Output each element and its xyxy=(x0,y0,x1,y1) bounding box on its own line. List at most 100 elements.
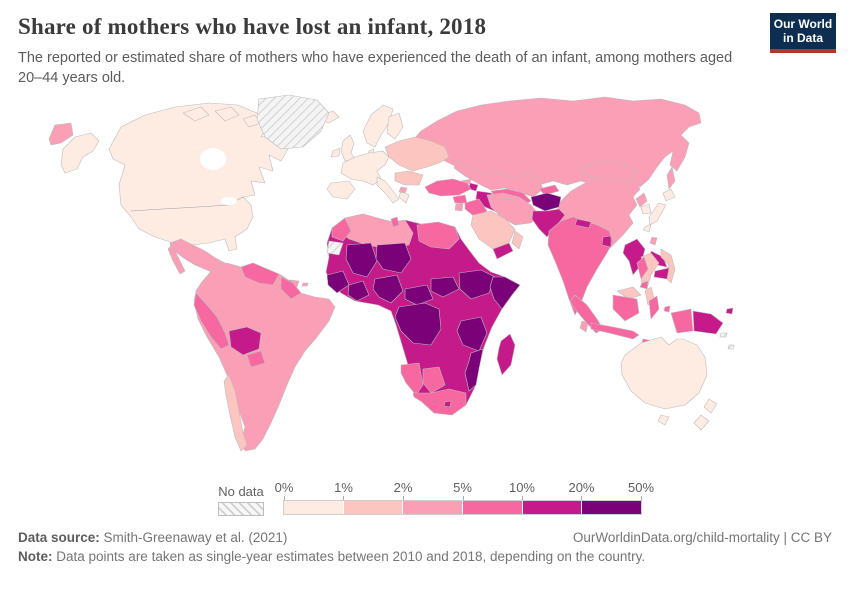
country-png-islands[interactable] xyxy=(725,307,734,314)
country-guyana-suriname[interactable] xyxy=(280,276,302,299)
country-new-zealand-south[interactable] xyxy=(693,414,710,430)
country-italy[interactable] xyxy=(376,176,400,203)
country-spain-portugal[interactable] xyxy=(326,180,356,199)
country-australia[interactable] xyxy=(620,336,708,409)
country-bolivia[interactable] xyxy=(228,326,262,355)
country-oman[interactable] xyxy=(511,230,524,249)
country-somalia[interactable] xyxy=(489,276,521,309)
tick-mark xyxy=(521,495,523,501)
country-yemen[interactable] xyxy=(492,242,514,259)
country-papua-new-guinea[interactable] xyxy=(692,310,724,334)
country-turkey[interactable] xyxy=(424,178,472,196)
country-indonesia-sulawesi[interactable] xyxy=(648,295,660,319)
legend-color-bar xyxy=(283,499,642,515)
country-greece[interactable] xyxy=(398,190,410,203)
country-dr-congo[interactable] xyxy=(394,302,442,345)
tick-mark xyxy=(462,495,464,501)
country-madagascar[interactable] xyxy=(496,333,516,375)
pacific-islands-nodata[interactable] xyxy=(719,332,728,337)
country-greenland[interactable] xyxy=(256,94,330,149)
legend-bin-1[interactable] xyxy=(343,500,404,514)
country-japan-honshu[interactable] xyxy=(648,202,667,225)
country-western-sahara[interactable] xyxy=(326,240,344,255)
country-paraguay[interactable] xyxy=(246,350,266,367)
country-ireland[interactable] xyxy=(330,147,341,157)
country-lesotho[interactable] xyxy=(443,400,452,407)
country-australia-tasmania[interactable] xyxy=(657,414,670,425)
country-tunisia[interactable] xyxy=(390,216,400,227)
country-bangladesh[interactable] xyxy=(601,235,612,247)
country-morocco[interactable] xyxy=(331,217,352,241)
chart-footer: Data source: Smith-Greenaway et al. (202… xyxy=(0,528,850,567)
country-malaysia-borneo[interactable] xyxy=(616,286,642,299)
country-mali[interactable] xyxy=(345,242,378,277)
country-mongolia[interactable] xyxy=(580,160,638,181)
country-venezuela[interactable] xyxy=(240,262,280,285)
owid-url[interactable]: OurWorldinData.org/child-mortality | CC … xyxy=(572,529,832,545)
country-kyrgyzstan[interactable] xyxy=(538,184,560,195)
country-central-african-republic[interactable] xyxy=(404,284,434,305)
country-new-zealand-north[interactable] xyxy=(703,398,718,413)
country-nepal[interactable] xyxy=(574,218,592,228)
country-cote-divoire[interactable] xyxy=(347,280,370,301)
country-niger[interactable] xyxy=(375,242,412,273)
country-chile[interactable] xyxy=(223,374,248,451)
country-canada-arctic-islands-2[interactable] xyxy=(214,106,240,121)
tick-label-5: 20% xyxy=(568,479,595,495)
legend-bin-2[interactable] xyxy=(403,500,464,514)
country-russia[interactable] xyxy=(408,96,702,187)
country-japan-hokkaido[interactable] xyxy=(662,188,676,201)
country-japan-kyushu[interactable] xyxy=(642,223,652,232)
note-label: Note: xyxy=(18,549,53,565)
legend-bin-5[interactable] xyxy=(582,500,642,514)
country-puerto-rico[interactable] xyxy=(301,282,309,286)
country-peru[interactable] xyxy=(193,292,230,349)
country-indonesia-java[interactable] xyxy=(590,322,640,339)
pacific-islands-nodata-2[interactable] xyxy=(727,344,735,349)
country-albania[interactable] xyxy=(398,186,408,193)
country-russia-chukotka[interactable] xyxy=(48,122,74,145)
country-indonesia-kalimantan[interactable] xyxy=(612,294,640,321)
legend-bin-0[interactable] xyxy=(284,500,344,514)
legend-no-data: No data xyxy=(218,484,264,516)
country-taiwan[interactable] xyxy=(649,236,658,245)
country-west-europe[interactable] xyxy=(340,150,390,185)
country-mozambique-malawi[interactable] xyxy=(464,348,484,391)
country-canada-arctic-islands[interactable] xyxy=(182,106,210,121)
legend-tick-labels: 0% 1% 2% 5% 10% 20% 50% xyxy=(275,479,654,496)
country-balkans-romania[interactable] xyxy=(394,170,424,185)
country-botswana[interactable] xyxy=(422,366,446,393)
country-afghanistan[interactable] xyxy=(530,192,562,211)
owid-logo: Our World in Data xyxy=(770,13,836,53)
legend-bin-3[interactable] xyxy=(463,500,523,514)
country-jordan-israel[interactable] xyxy=(454,202,464,211)
country-indonesia-moluccas[interactable] xyxy=(663,305,671,312)
country-finland[interactable] xyxy=(386,112,404,139)
world-choropleth-map[interactable] xyxy=(33,93,813,478)
country-mexico-baja[interactable] xyxy=(167,244,186,274)
country-philippines-luzon[interactable] xyxy=(636,256,649,279)
country-nigeria[interactable] xyxy=(372,274,404,303)
country-russia-sakhalin[interactable] xyxy=(666,166,676,189)
country-ethiopia[interactable] xyxy=(458,269,496,299)
country-indonesia-papua[interactable] xyxy=(670,308,694,333)
country-egypt[interactable] xyxy=(416,221,460,249)
country-kazakhstan[interactable] xyxy=(453,160,544,197)
country-guinea-sierra-leone[interactable] xyxy=(326,270,350,293)
country-east-europe[interactable] xyxy=(384,136,450,171)
tick-mark xyxy=(581,495,583,501)
region-south-america-base[interactable] xyxy=(193,262,336,451)
country-cambodia[interactable] xyxy=(653,267,670,279)
great-lakes xyxy=(221,196,237,205)
country-north-korea[interactable] xyxy=(635,192,648,207)
no-data-swatch[interactable] xyxy=(218,501,264,516)
country-south-korea[interactable] xyxy=(640,203,652,214)
country-philippines-mindanao[interactable] xyxy=(639,280,649,289)
country-south-sudan[interactable] xyxy=(430,276,460,297)
country-azerbaijan[interactable] xyxy=(468,182,479,191)
country-usa-alaska[interactable] xyxy=(60,132,100,173)
country-united-kingdom[interactable] xyxy=(340,134,356,161)
country-namibia[interactable] xyxy=(400,362,424,395)
country-south-africa[interactable] xyxy=(412,388,467,415)
legend-bin-4[interactable] xyxy=(522,500,583,514)
